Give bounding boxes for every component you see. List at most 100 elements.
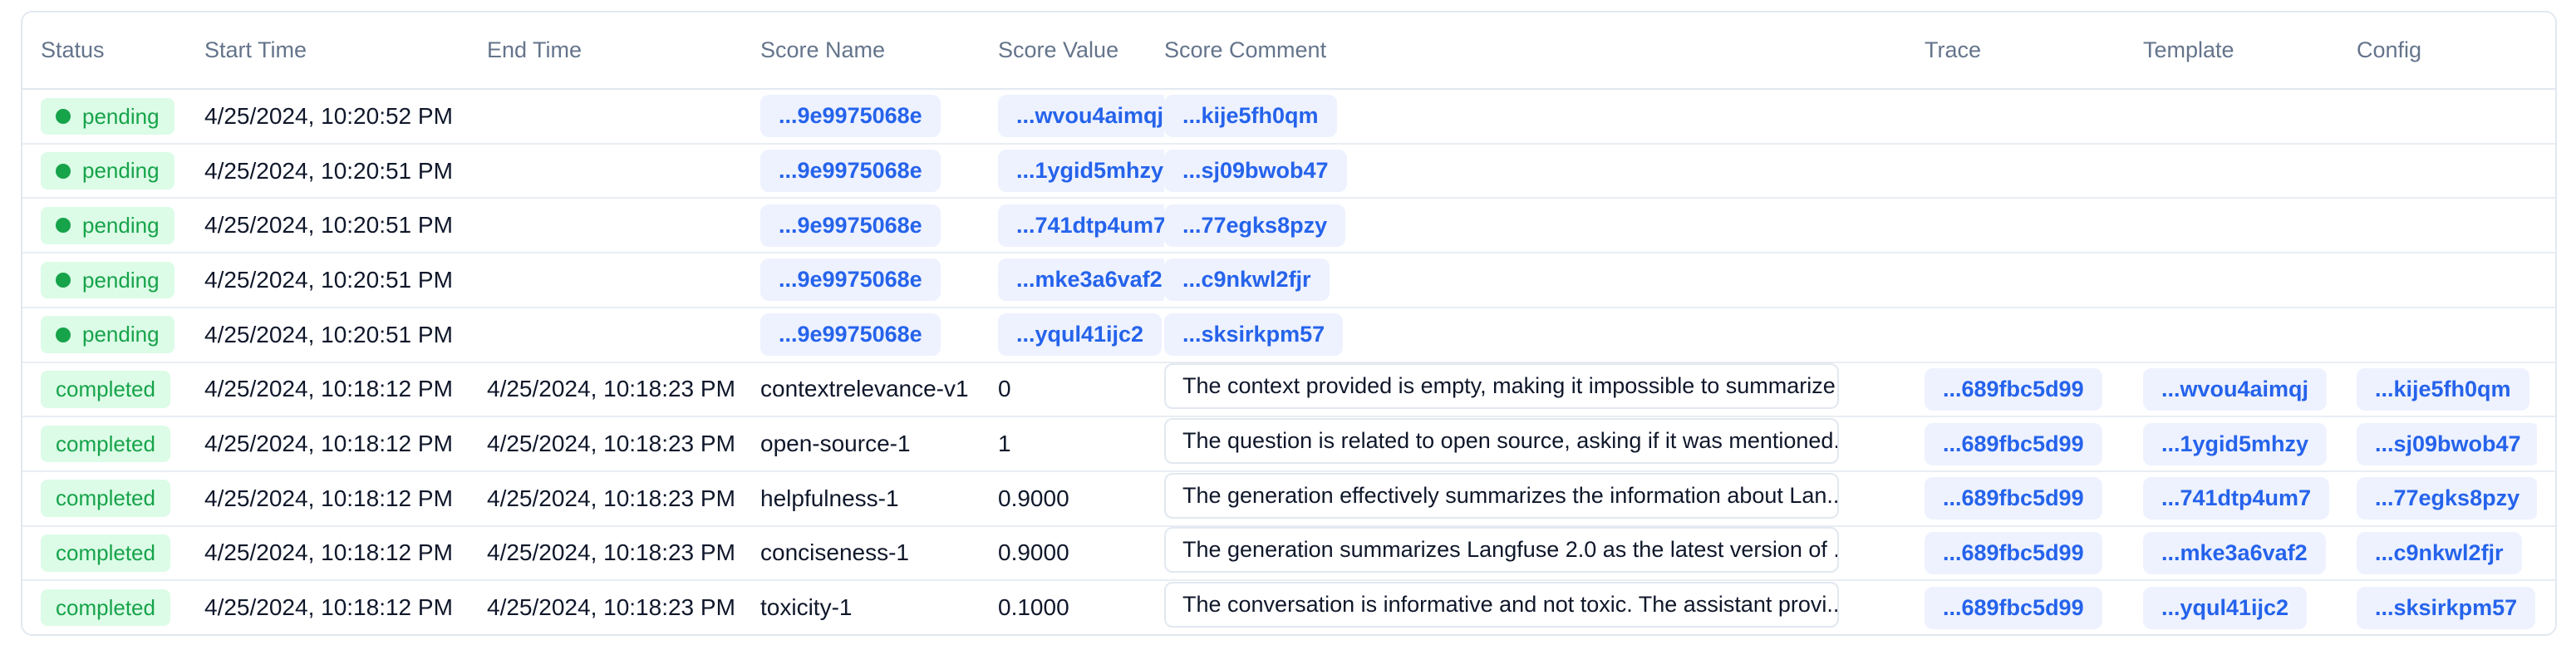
template-link[interactable]: ...1ygid5mhzy (998, 150, 1164, 193)
column-header-start-time: Start Time (204, 37, 307, 62)
status-dot-icon (56, 163, 71, 179)
trace-link[interactable]: ...9e9975068e (760, 259, 941, 302)
table-row[interactable]: completed 4/25/2024, 10:18:12 PM 4/25/20… (22, 417, 2555, 472)
score-value-value: 0.9000 (998, 485, 1069, 511)
column-header-score-name: Score Name (760, 37, 886, 62)
trace-link[interactable]: ...689fbc5d99 (1925, 367, 2102, 411)
template-link[interactable]: ...yqul41ijc2 (2143, 586, 2308, 629)
trace-link[interactable]: ...9e9975068e (760, 150, 941, 193)
status-badge: completed (41, 371, 170, 408)
config-cell: ...c9nkwl2fjr (2357, 531, 2537, 574)
status-badge: completed (41, 588, 170, 627)
status-badge: pending (41, 316, 175, 353)
config-cell: ...sksirkpm57 (1164, 313, 1925, 357)
template-link[interactable]: ...yqul41ijc2 (998, 313, 1163, 357)
table-row[interactable]: completed 4/25/2024, 10:18:12 PM 4/25/20… (22, 362, 2555, 418)
status-cell: pending (41, 316, 204, 353)
status-dot-icon (56, 327, 71, 342)
status-cell: pending (41, 152, 204, 190)
config-link[interactable]: ...sj09bwob47 (2357, 422, 2537, 465)
config-link[interactable]: ...sj09bwob47 (1164, 150, 1347, 193)
template-cell: ...wvou4aimqj (2143, 367, 2357, 411)
trace-cell: ...689fbc5d99 (1925, 586, 2143, 629)
status-cell: pending (41, 261, 204, 299)
status-badge: pending (41, 261, 175, 299)
trace-link[interactable]: ...689fbc5d99 (1925, 586, 2102, 629)
template-cell: ...741dtp4um7 (998, 204, 1164, 247)
template-link[interactable]: ...mke3a6vaf2 (2143, 531, 2326, 574)
trace-link[interactable]: ...9e9975068e (760, 313, 941, 357)
status-label: pending (82, 212, 160, 238)
status-cell: completed (41, 534, 204, 572)
trace-cell: ...9e9975068e (760, 95, 998, 138)
template-link[interactable]: ...wvou4aimqj (998, 95, 1164, 138)
start-time-value: 4/25/2024, 10:18:12 PM (204, 594, 453, 621)
status-dot-icon (56, 108, 71, 124)
config-link[interactable]: ...77egks8pzy (2357, 477, 2537, 520)
column-header-score-value: Score Value (998, 37, 1119, 62)
score-name-value: helpfulness-1 (760, 485, 899, 511)
status-badge: pending (41, 97, 175, 135)
status-label: pending (82, 158, 160, 184)
template-link[interactable]: ...1ygid5mhzy (2143, 422, 2328, 465)
status-badge: completed (41, 534, 170, 572)
template-link[interactable]: ...wvou4aimqj (2143, 367, 2328, 411)
trace-link[interactable]: ...689fbc5d99 (1925, 477, 2102, 520)
status-label: pending (82, 103, 160, 129)
trace-link[interactable]: ...689fbc5d99 (1925, 422, 2102, 465)
template-link[interactable]: ...741dtp4um7 (2143, 477, 2330, 520)
status-cell: completed (41, 371, 204, 408)
column-header-config: Config (2357, 37, 2422, 62)
table-row[interactable]: pending 4/25/2024, 10:20:51 PM ...9e9975… (22, 199, 2555, 254)
score-name-value: contextrelevance-v1 (760, 376, 969, 402)
column-header-score-comment: Score Comment (1164, 37, 1327, 62)
template-link[interactable]: ...mke3a6vaf2 (998, 259, 1164, 302)
table-row[interactable]: pending 4/25/2024, 10:20:51 PM ...9e9975… (22, 308, 2555, 363)
config-link[interactable]: ...77egks8pzy (1164, 204, 1346, 247)
status-label: pending (82, 322, 160, 347)
template-cell: ...741dtp4um7 (2143, 477, 2357, 520)
trace-cell: ...9e9975068e (760, 150, 998, 193)
end-time-value: 4/25/2024, 10:18:23 PM (487, 431, 735, 457)
start-time-value: 4/25/2024, 10:18:12 PM (204, 539, 453, 566)
config-link[interactable]: ...kije5fh0qm (2357, 367, 2529, 411)
score-value-value: 0 (998, 376, 1011, 402)
status-label: completed (56, 485, 155, 511)
status-badge: pending (41, 206, 175, 244)
table-body: pending 4/25/2024, 10:20:52 PM ...9e9975… (22, 90, 2555, 634)
template-cell: ...yqul41ijc2 (2143, 586, 2357, 629)
trace-cell: ...9e9975068e (760, 204, 998, 247)
table-row[interactable]: pending 4/25/2024, 10:20:51 PM ...9e9975… (22, 254, 2555, 308)
score-comment-box: The generation effectively summarizes th… (1164, 472, 1839, 519)
trace-link[interactable]: ...9e9975068e (760, 95, 941, 138)
table-row[interactable]: pending 4/25/2024, 10:20:52 PM ...9e9975… (22, 90, 2555, 145)
template-cell: ...mke3a6vaf2 (2143, 531, 2357, 574)
trace-link[interactable]: ...9e9975068e (760, 204, 941, 247)
column-header-status: Status (41, 37, 105, 62)
status-label: pending (82, 267, 160, 293)
start-time-value: 4/25/2024, 10:20:51 PM (204, 212, 453, 239)
config-link[interactable]: ...sksirkpm57 (1164, 313, 1344, 357)
trace-cell: ...689fbc5d99 (1925, 367, 2143, 411)
template-cell: ...mke3a6vaf2 (998, 259, 1164, 302)
config-link[interactable]: ...sksirkpm57 (2357, 586, 2536, 629)
table-row[interactable]: pending 4/25/2024, 10:20:51 PM ...9e9975… (22, 144, 2555, 199)
score-comment-cell: The question is related to open source, … (1164, 418, 1925, 470)
template-cell: ...1ygid5mhzy (2143, 422, 2357, 465)
score-name-value: conciseness-1 (760, 539, 909, 566)
score-value-value: 0.9000 (998, 539, 1069, 566)
status-dot-icon (56, 218, 71, 234)
trace-link[interactable]: ...689fbc5d99 (1925, 531, 2102, 574)
status-cell: pending (41, 206, 204, 244)
template-link[interactable]: ...741dtp4um7 (998, 204, 1164, 247)
table-row[interactable]: completed 4/25/2024, 10:18:12 PM 4/25/20… (22, 471, 2555, 527)
table-row[interactable]: completed 4/25/2024, 10:18:12 PM 4/25/20… (22, 526, 2555, 582)
trace-cell: ...689fbc5d99 (1925, 531, 2143, 574)
table-row[interactable]: completed 4/25/2024, 10:18:12 PM 4/25/20… (22, 581, 2555, 634)
config-link[interactable]: ...c9nkwl2fjr (2357, 531, 2522, 574)
score-value-value: 1 (998, 431, 1011, 457)
table-header-row: Status Start Time End Time Score Name Sc… (22, 12, 2555, 90)
end-time-value: 4/25/2024, 10:18:23 PM (487, 485, 735, 511)
config-link[interactable]: ...c9nkwl2fjr (1164, 259, 1330, 302)
config-link[interactable]: ...kije5fh0qm (1164, 95, 1337, 138)
